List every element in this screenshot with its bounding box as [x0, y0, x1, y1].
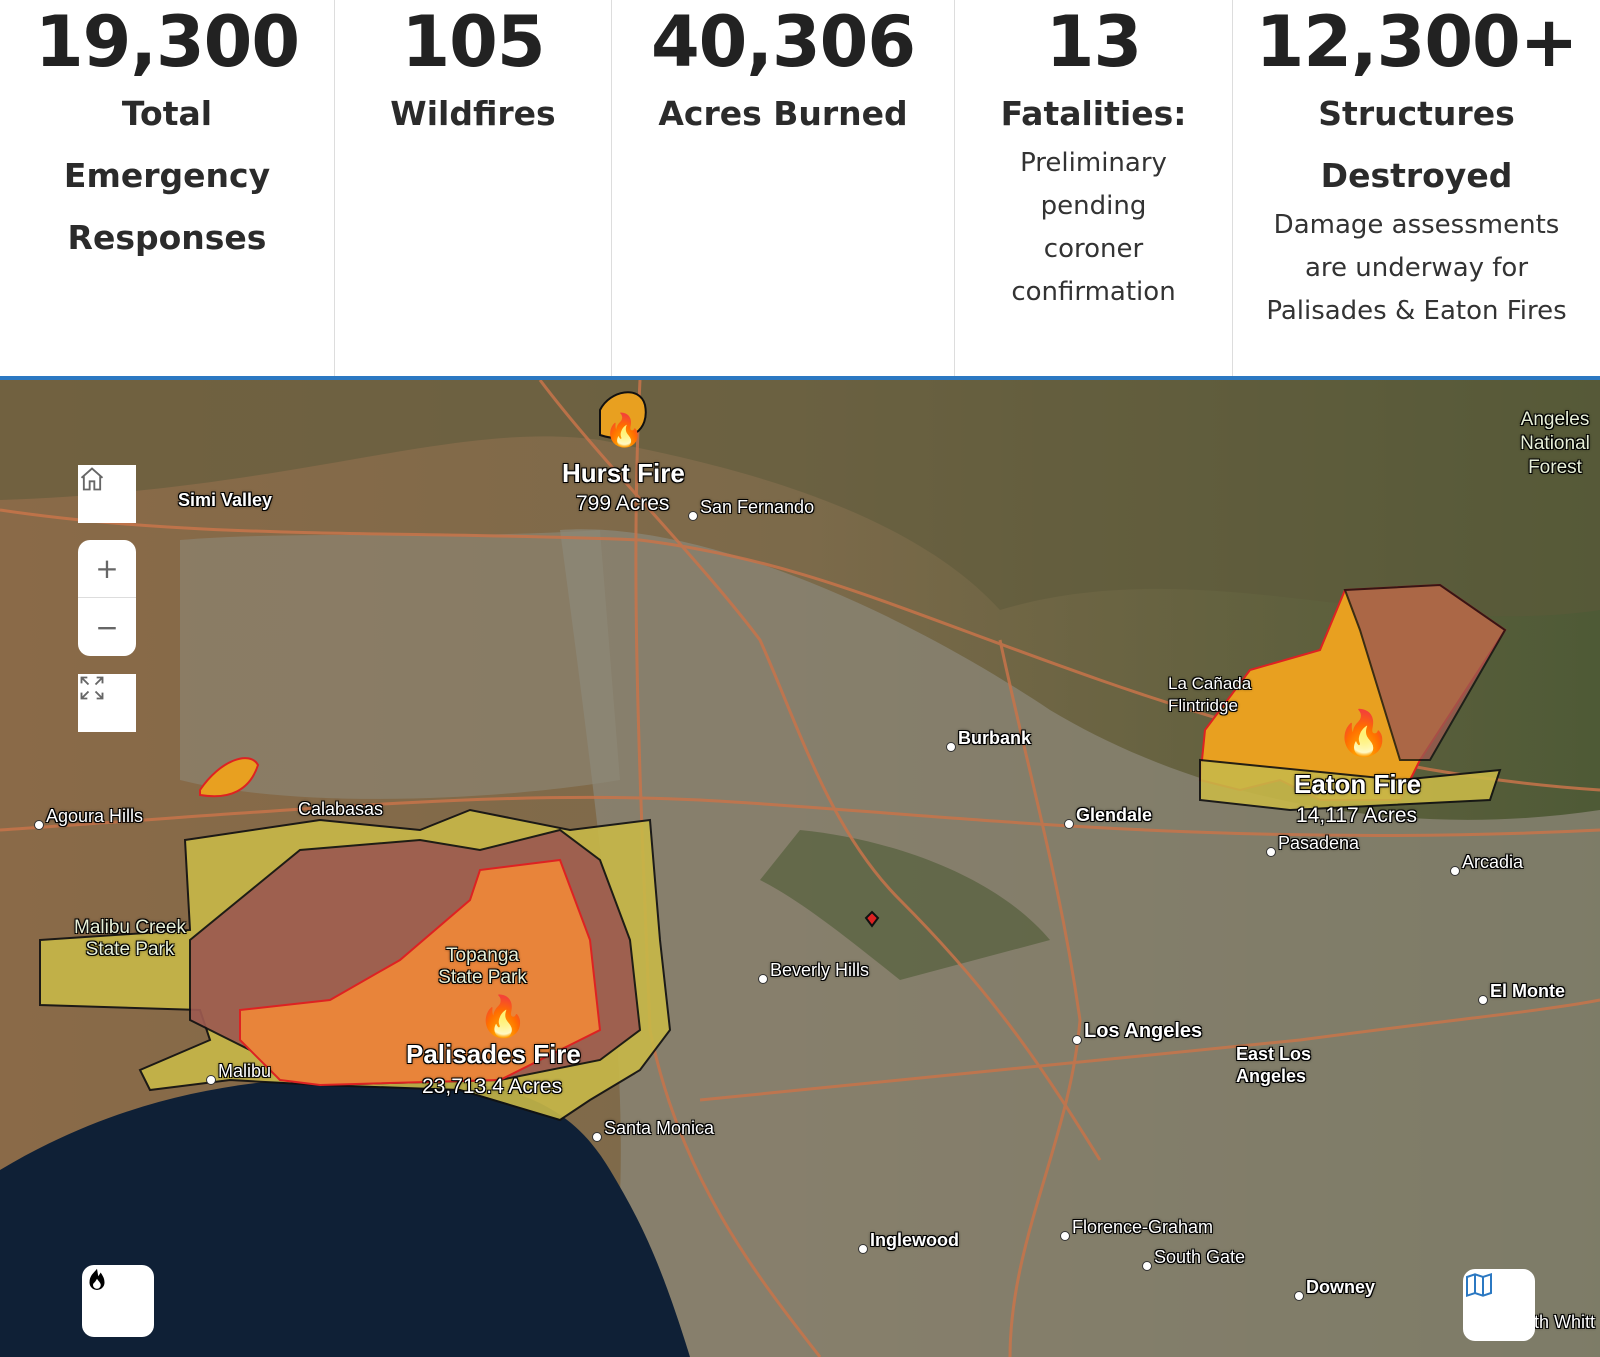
eaton-fire-icon[interactable]: 🔥: [1336, 708, 1391, 759]
mountains: [0, 380, 1600, 617]
stat-wildfires: 105 Wildfires: [335, 0, 612, 376]
eaton-fire-acres: 14,117 Acres: [1296, 804, 1418, 827]
place-label: Malibu: [205, 1061, 272, 1085]
place-label: Agoura Hills: [33, 806, 144, 830]
urban-area: [560, 529, 1600, 1357]
place-label: Pasadena: [1265, 833, 1360, 857]
stat-number: 105: [401, 1, 545, 83]
place-label: South Gate: [1141, 1247, 1246, 1271]
plus-icon: +: [95, 552, 119, 585]
fullscreen-button[interactable]: [78, 674, 136, 732]
stat-emergency-responses: 19,300 Total Emergency Responses: [0, 0, 335, 376]
place-label: Burbank: [945, 728, 1032, 752]
stat-number: 40,306: [650, 1, 916, 83]
fire-layer-button[interactable]: [82, 1265, 154, 1337]
stat-number: 12,300+: [1255, 1, 1579, 83]
stat-note: coroner: [1043, 234, 1144, 264]
fire-icon: [89, 1268, 105, 1290]
stats-bar: 19,300 Total Emergency Responses 105 Wil…: [0, 0, 1600, 376]
home-icon: [80, 467, 104, 491]
small-fire-marker: [864, 910, 880, 928]
palisades-fire-acres: 23,713.4 Acres: [422, 1075, 563, 1098]
place-label: Inglewood: [858, 1230, 959, 1254]
stat-note: confirmation: [1011, 277, 1176, 307]
palisades-fire-label[interactable]: Palisades Fire: [406, 1039, 581, 1069]
palisades-fire-icon[interactable]: 🔥: [478, 994, 528, 1040]
place-label: El Monte: [1478, 981, 1565, 1005]
place-label: East Los Angeles: [1236, 1044, 1312, 1086]
map-icon: [1466, 1272, 1492, 1298]
stat-structures-destroyed: 12,300+ Structures Destroyed Damage asse…: [1233, 0, 1600, 376]
stat-label: Emergency: [63, 156, 271, 195]
hurst-fire-icon[interactable]: 🔥: [604, 411, 644, 449]
park-label: Malibu Creek State Park: [74, 917, 186, 960]
place-label: Florence-Graham: [1059, 1217, 1214, 1241]
stat-note: pending: [1040, 191, 1147, 221]
place-label: Calabasas: [298, 799, 384, 819]
basemap-button[interactable]: [1463, 1269, 1535, 1341]
stat-fatalities: 13 Fatalities: Preliminary pending coron…: [955, 0, 1233, 376]
map-basemap: [0, 380, 1600, 1357]
stat-label: Destroyed: [1320, 156, 1513, 195]
stat-label: Total: [121, 94, 213, 133]
ocean: [0, 1076, 690, 1357]
place-label: Beverly Hills: [757, 960, 870, 984]
stat-note: Palisades & Eaton Fires: [1266, 296, 1567, 326]
palisades-fire-perimeter: [239, 858, 602, 1087]
map-view[interactable]: Simi Valley San Fernando Angeles Nationa…: [0, 380, 1600, 1357]
place-label: Glendale: [1063, 805, 1153, 829]
park-label: Angeles National Forest: [1520, 409, 1590, 478]
small-fire-perimeter: [199, 757, 260, 798]
stat-label: Fatalities:: [1000, 94, 1187, 133]
stat-number: 13: [1045, 1, 1142, 83]
divider-bar: [0, 376, 1600, 380]
stat-note: are underway for: [1304, 253, 1529, 283]
eaton-warning-zone: [1343, 583, 1507, 761]
park-label: Topanga State Park: [438, 945, 527, 988]
place-label: Simi Valley: [178, 490, 273, 510]
stat-note: Preliminary: [1020, 148, 1167, 178]
stat-acres-burned: 40,306 Acres Burned: [612, 0, 955, 376]
stat-note: Damage assessments: [1273, 210, 1560, 240]
stat-label: Acres Burned: [658, 94, 908, 133]
home-button[interactable]: [78, 465, 136, 523]
place-label: Arcadia: [1449, 852, 1524, 876]
fire-perimeters: [39, 391, 1507, 1122]
hurst-fire-label[interactable]: Hurst Fire: [562, 458, 685, 488]
eaton-fire-label[interactable]: Eaton Fire: [1294, 769, 1422, 799]
place-label: La Cañada Flintridge: [1168, 674, 1252, 715]
hurst-fire-acres: 799 Acres: [576, 492, 670, 515]
expand-icon: [80, 676, 104, 700]
minus-icon: −: [95, 610, 119, 644]
valley-area: [180, 530, 620, 799]
stat-label: Structures: [1318, 94, 1515, 133]
stat-label: Wildfires: [390, 94, 556, 133]
zoom-out-button[interactable]: −: [78, 598, 136, 656]
hurst-fire-perimeter: [599, 391, 647, 440]
stat-label: Responses: [67, 218, 267, 257]
zoom-in-button[interactable]: +: [78, 540, 136, 598]
place-label: San Fernando: [687, 497, 815, 521]
eaton-evac-zone: [1199, 758, 1502, 812]
place-label: Santa Monica: [591, 1118, 715, 1142]
place-label: Downey: [1293, 1277, 1376, 1301]
place-label: Los Angeles: [1071, 1020, 1203, 1045]
roads: [0, 380, 1600, 1357]
stat-number: 19,300: [34, 1, 300, 83]
